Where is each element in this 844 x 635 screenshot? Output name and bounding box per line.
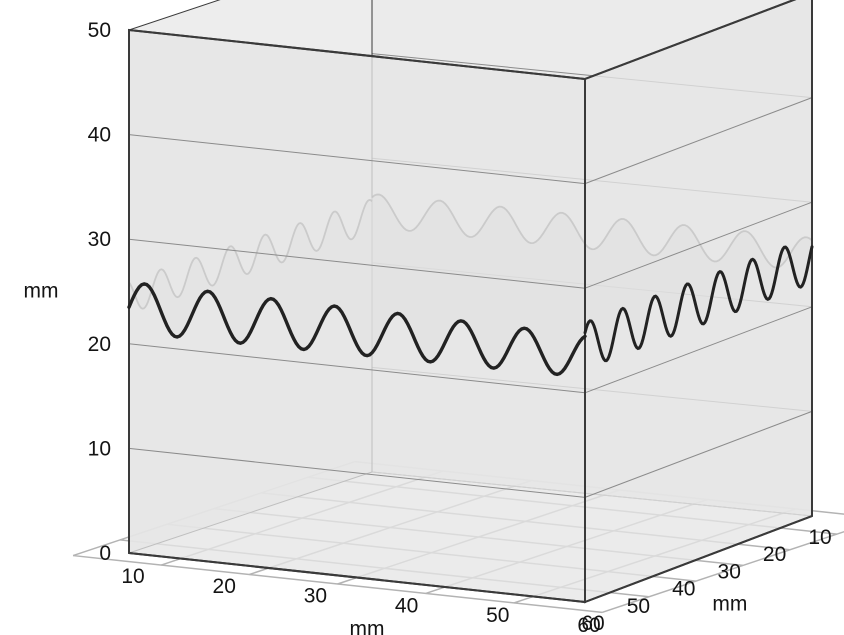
z-tick-label: 50: [88, 19, 111, 42]
yright-tick-label: 40: [672, 578, 695, 601]
xfront-axis-label: mm: [350, 618, 385, 635]
xfront-tick-label: 50: [486, 604, 509, 627]
z-tick-label: 20: [88, 333, 111, 356]
chart-3d-svg: 01020304050mm102030405060mm605040302010m…: [0, 0, 844, 635]
xfront-tick-label: 20: [213, 575, 236, 598]
z-tick-label: 0: [99, 542, 111, 565]
chart-3d-container: 01020304050mm102030405060mm605040302010m…: [0, 0, 844, 635]
yright-tick-label: 10: [808, 526, 831, 549]
yright-tick-label: 20: [763, 543, 786, 566]
yright-tick-label: 30: [718, 560, 741, 583]
z-axis-label: mm: [24, 280, 59, 303]
z-tick-label: 40: [88, 124, 111, 147]
z-tick-label: 10: [88, 437, 111, 460]
box-front-face: [129, 30, 585, 602]
xfront-tick-label: 10: [121, 565, 144, 588]
yright-tick-label: 60: [581, 612, 604, 635]
box-right-face: [585, 0, 812, 602]
yright-axis-label: mm: [712, 593, 747, 616]
xfront-tick-label: 30: [304, 585, 327, 608]
z-tick-label: 30: [88, 228, 111, 251]
xfront-tick-label: 40: [395, 594, 418, 617]
yright-tick-label: 50: [627, 595, 650, 618]
